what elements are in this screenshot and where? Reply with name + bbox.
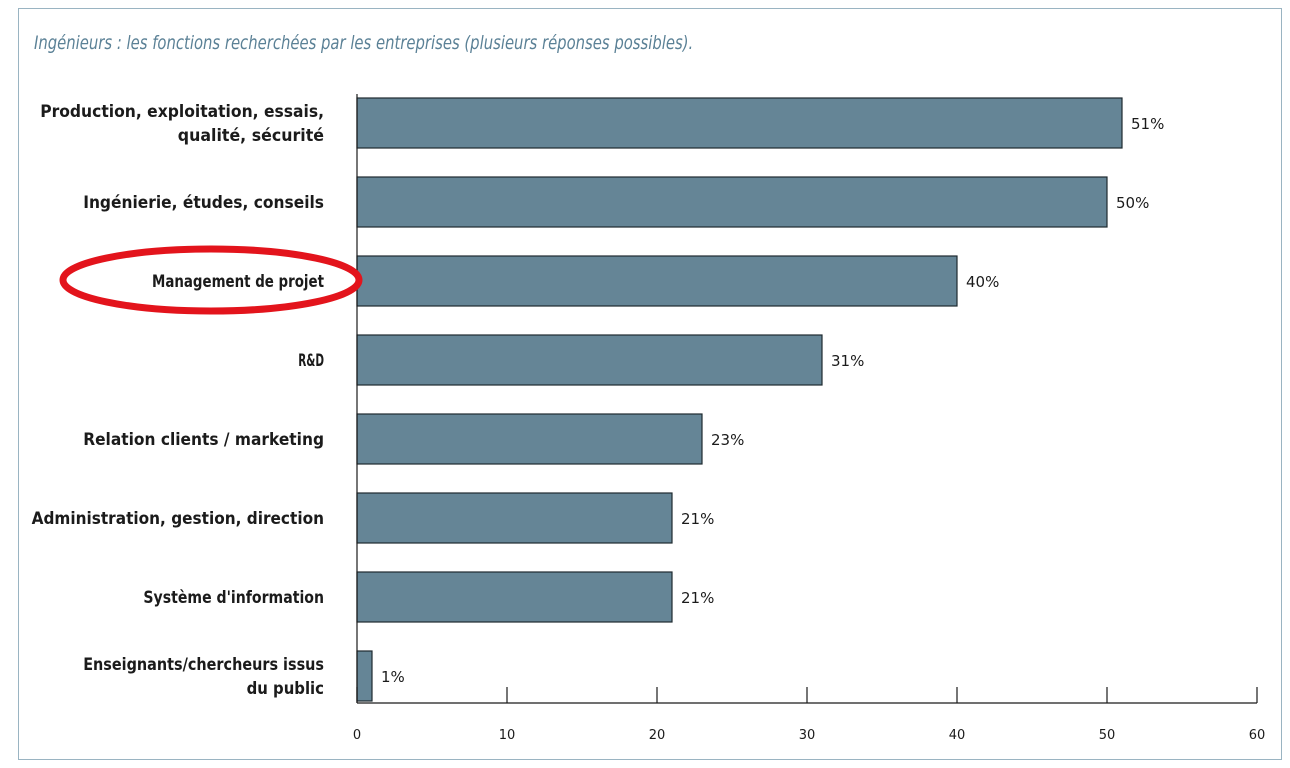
value-label: 21% [681,589,714,607]
x-tick-label: 20 [649,728,666,743]
x-tick-label: 0 [353,728,361,743]
value-label: 23% [711,431,744,449]
value-label: 21% [681,510,714,528]
value-label: 1% [381,668,405,686]
x-tick-label: 60 [1249,728,1266,743]
category-label: Production, exploitation, essais, [40,102,324,122]
category-label: Administration, gestion, direction [32,509,324,529]
highlight-ellipse [59,245,363,315]
bar [356,571,673,623]
x-tick-label: 10 [499,728,516,743]
category-label: du public [247,679,324,699]
category-label: qualité, sécurité [178,126,324,146]
x-tick-label: 50 [1099,728,1116,743]
category-label: Ingénierie, études, conseils [83,193,324,213]
value-label: 40% [966,273,999,291]
category-label: Système d'information [143,588,324,608]
category-label: Enseignants/chercheurs issus [83,655,324,675]
x-tick-label: 40 [949,728,966,743]
category-label: R&D [298,351,324,371]
value-label: 51% [1131,115,1164,133]
category-label: Relation clients / marketing [83,430,324,450]
category-label: Management de projet [152,272,324,292]
value-label: 50% [1116,194,1149,212]
bar [356,492,673,544]
bar [356,97,1123,149]
bar [356,650,373,702]
bar [356,255,958,307]
value-label: 31% [831,352,864,370]
bar [356,176,1108,228]
x-tick-label: 30 [799,728,816,743]
chart-title: Ingénieurs : les fonctions recherchées p… [34,32,694,54]
bar [356,413,703,465]
bar [356,334,823,386]
